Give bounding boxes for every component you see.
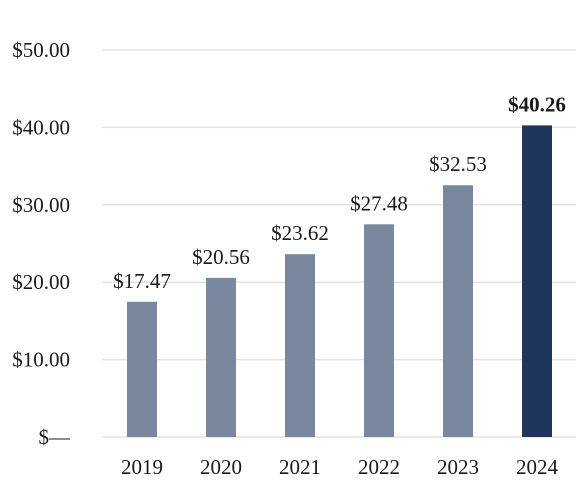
x-axis-tick-labels: 2019 2020 2021 2022 2023 2024 [121,455,559,479]
data-label-2024: $40.26 [508,92,566,116]
x-tick-label-2022: 2022 [358,455,400,479]
x-tick-label-2024: 2024 [516,455,559,479]
bar-2020 [206,277,236,437]
y-tick-label: $— [39,425,72,449]
x-tick-label-2021: 2021 [279,455,321,479]
y-tick-label: $30.00 [12,193,70,217]
x-tick-label-2020: 2020 [200,455,242,479]
data-labels: $17.47 $20.56 $23.62 $27.48 $32.53 $40.26 [113,92,566,292]
bar-2019 [127,301,157,437]
bars [127,125,552,437]
data-label-2019: $17.47 [113,269,171,293]
bar-2022 [364,224,394,437]
data-label-2020: $20.56 [192,245,250,269]
data-label-2021: $23.62 [271,221,329,245]
x-tick-label-2019: 2019 [121,455,163,479]
data-label-2022: $27.48 [350,191,408,215]
bar-2023 [443,185,473,437]
x-tick-label-2023: 2023 [437,455,479,479]
bar-2021 [285,254,315,437]
gridlines [102,49,576,438]
y-tick-label: $50.00 [12,38,70,62]
y-axis-tick-labels: $— $10.00 $20.00 $30.00 $40.00 $50.00 [12,38,71,449]
bar-2024 [522,125,552,437]
y-tick-label: $20.00 [12,270,70,294]
y-tick-label: $10.00 [12,348,70,372]
y-tick-label: $40.00 [12,115,70,139]
data-label-2023: $32.53 [429,152,487,176]
